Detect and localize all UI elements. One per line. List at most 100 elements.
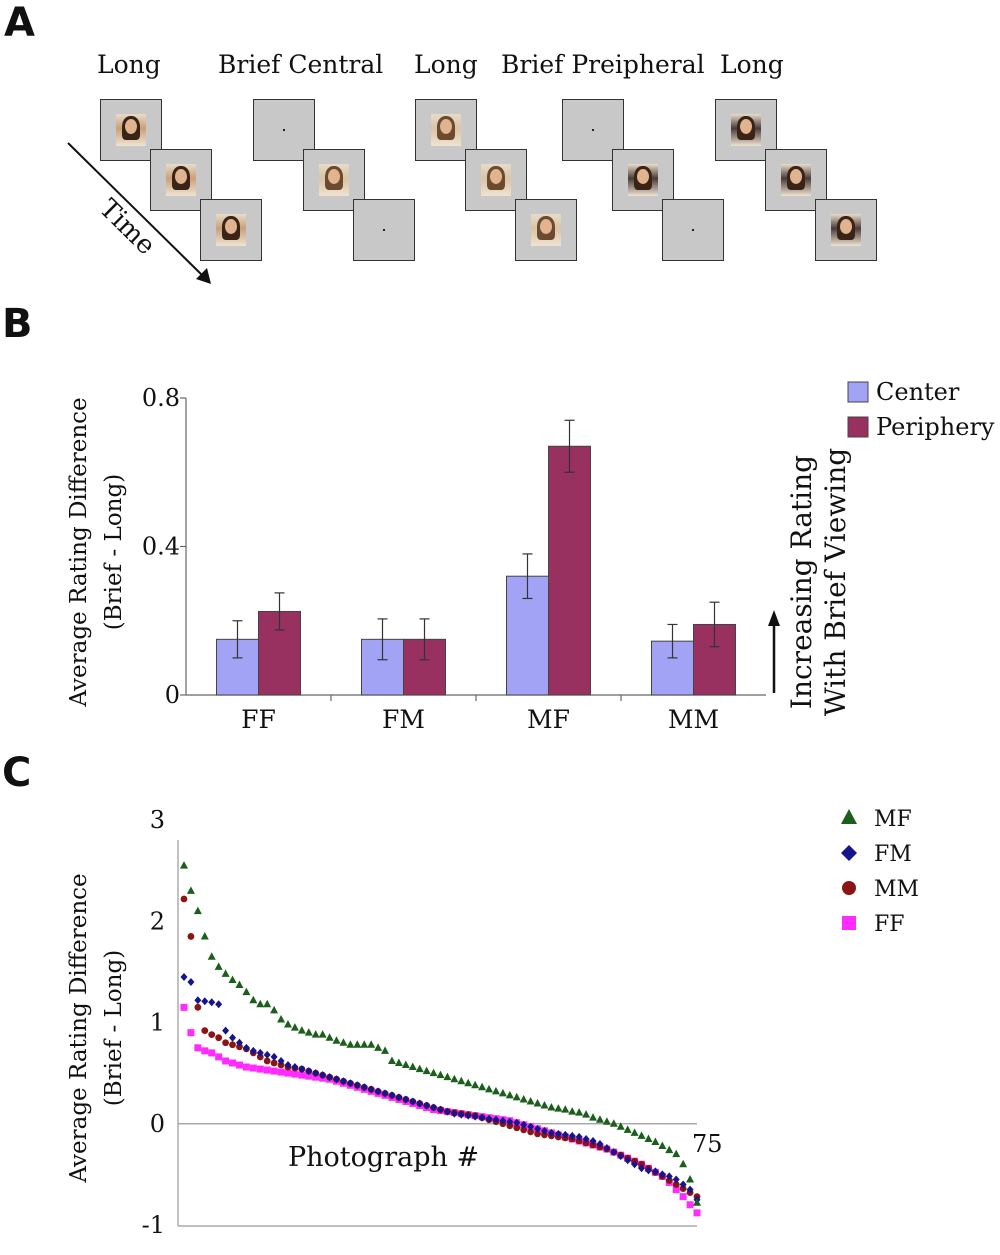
point-mf (402, 1061, 410, 1069)
y-tick-label: 0.8 (142, 384, 180, 412)
point-mf (686, 1175, 694, 1183)
point-mf (312, 1030, 320, 1038)
point-mm (181, 896, 188, 903)
point-mf (672, 1150, 680, 1158)
sequence-label-long-3: Long (720, 50, 784, 79)
point-mf (277, 1015, 285, 1023)
portrait-photo-icon (481, 164, 511, 196)
point-mf (596, 1115, 604, 1123)
point-fm (201, 997, 208, 1005)
point-mf (423, 1067, 431, 1075)
point-mf (346, 1040, 354, 1048)
point-mf (256, 1000, 264, 1008)
point-ff (181, 1004, 188, 1011)
point-mm (222, 1039, 229, 1046)
point-mf (319, 1030, 327, 1038)
fixation-dot-icon (592, 129, 594, 131)
point-mf (333, 1036, 341, 1044)
y-axis-sublabel: (Brief - Long) (101, 950, 127, 1106)
x-tick-label: FM (382, 705, 425, 734)
stimulus-frame (815, 199, 877, 261)
point-mf (658, 1142, 666, 1150)
legend-label-mm: MM (874, 877, 919, 902)
x-axis-label: Photograph # (288, 1142, 479, 1173)
point-mf (180, 861, 188, 869)
point-ff (229, 1060, 236, 1067)
y-tick-label: 0 (165, 681, 180, 709)
stimulus-frame (200, 199, 262, 261)
y-tick-label: 2 (150, 907, 165, 935)
point-ff (284, 1070, 291, 1077)
point-mf (430, 1069, 438, 1077)
y-tick-label: 0 (150, 1110, 165, 1138)
point-fm (208, 998, 215, 1006)
point-ff (680, 1193, 687, 1200)
point-fm (271, 1053, 278, 1061)
point-mf (437, 1071, 445, 1079)
point-mf (589, 1113, 597, 1121)
point-fm (181, 973, 188, 981)
point-mf (222, 969, 230, 977)
point-mf (381, 1046, 389, 1054)
point-ff (264, 1067, 271, 1074)
point-mf (665, 1146, 673, 1154)
y-tick-label: -1 (142, 1211, 165, 1239)
point-mf (284, 1020, 292, 1028)
sequence-label-long-1: Long (97, 50, 161, 79)
point-mf (367, 1040, 375, 1048)
point-ff (291, 1071, 298, 1078)
point-mf (353, 1040, 361, 1048)
panel-a-letter: A (4, 0, 35, 46)
point-mf (298, 1026, 306, 1034)
point-mf (360, 1040, 368, 1048)
y-tick-label: 0.4 (142, 533, 180, 561)
point-mf (263, 1000, 271, 1008)
x-end-label: 75 (692, 1130, 723, 1158)
point-mf (457, 1077, 465, 1085)
bar-periphery-mf (549, 446, 591, 695)
point-mf (575, 1108, 583, 1116)
x-tick-label: FF (241, 705, 276, 734)
point-mf (194, 907, 202, 915)
bar-chart-rating-difference: 0 0.4 0.8 FF FM MF MM Average Rating Difference… (0, 300, 1000, 740)
point-mm (194, 1004, 201, 1011)
point-mm (201, 1027, 208, 1034)
point-ff (194, 1044, 201, 1051)
point-ff (687, 1201, 694, 1208)
y-axis-label: Average Rating Difference (66, 397, 92, 707)
point-mf (603, 1117, 611, 1125)
point-mf (540, 1101, 548, 1109)
point-ff (215, 1053, 222, 1060)
point-mf (409, 1063, 417, 1071)
legend-marker-mm (842, 881, 856, 895)
point-mf (305, 1028, 313, 1036)
point-mf (270, 1006, 278, 1014)
point-mf (478, 1083, 486, 1091)
point-mf (249, 996, 257, 1004)
point-mf (208, 952, 216, 960)
y-axis-label: Average Rating Difference (66, 873, 92, 1183)
point-mf (506, 1091, 514, 1099)
point-mf (631, 1128, 639, 1136)
point-mf (326, 1033, 334, 1041)
fixation-dot-icon (283, 129, 285, 131)
point-mf (638, 1131, 646, 1139)
portrait-photo-icon (831, 214, 861, 246)
point-mf (547, 1103, 555, 1111)
point-mf (235, 981, 243, 989)
point-mf (679, 1160, 687, 1168)
point-fm (187, 978, 194, 986)
stimulus-frame (515, 199, 577, 261)
point-mf (201, 932, 209, 940)
point-mf (242, 988, 250, 996)
portrait-photo-icon (431, 114, 461, 146)
point-mm (188, 933, 195, 940)
legend-label-mf: MF (874, 807, 912, 832)
portrait-photo-icon (216, 214, 246, 246)
point-mm (208, 1031, 215, 1038)
sequence-label-brief-peripheral: Brief Preipheral (501, 50, 705, 79)
point-mf (229, 975, 237, 983)
point-ff (250, 1065, 257, 1072)
point-mf (395, 1059, 403, 1067)
legend-marker-mf (841, 809, 857, 824)
